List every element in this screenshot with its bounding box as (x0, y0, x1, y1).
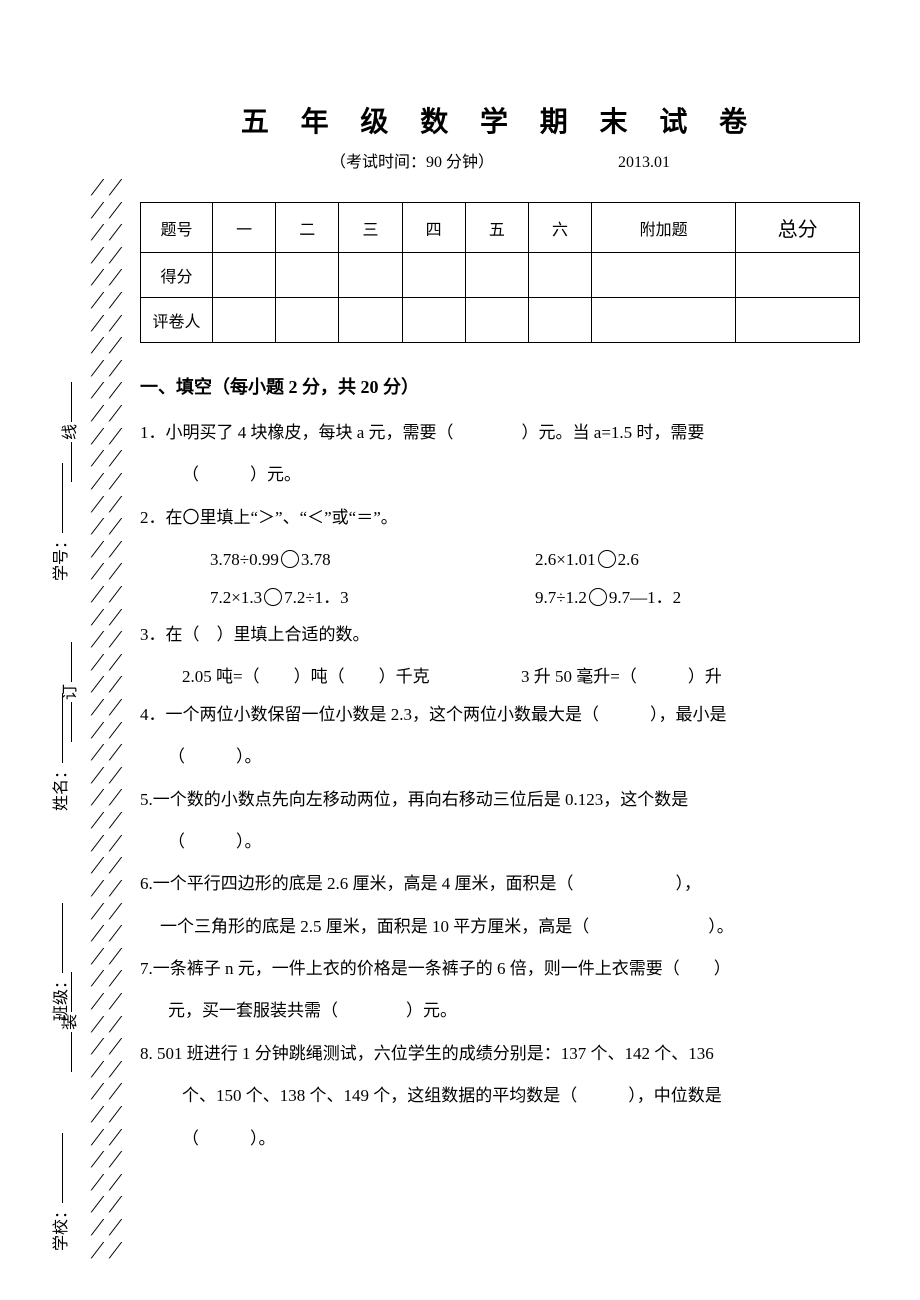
score-row: 得分 (141, 253, 860, 298)
q2c-left: 7.2×1.3 (210, 588, 262, 607)
grader-label: 评卷人 (141, 298, 213, 343)
q2b-left: 2.6×1.01 (535, 550, 596, 569)
score-cell (736, 253, 860, 298)
question-6b: 一个三角形的底是 2.5 厘米，面积是 10 平方厘米，高是（ ）。 (140, 908, 860, 945)
q1-text: 1．小明买了 4 块橡皮，每块 a 元，需要（ ）元。当 a=1.5 时，需要 (140, 423, 704, 442)
score-cell (213, 253, 276, 298)
question-7: 7.一条裤子 n 元，一件上衣的价格是一条裤子的 6 倍，则一件上衣需要（ ） (140, 950, 860, 987)
score-cell (402, 253, 465, 298)
circle-icon (281, 550, 299, 568)
q2d-right: 9.7—1．2 (609, 588, 681, 607)
grader-cell (592, 298, 736, 343)
header-label: 题号 (141, 203, 213, 253)
q2a-right: 3.78 (301, 550, 331, 569)
q2c: 7.2×1.3 7.2÷1．3 (210, 579, 535, 616)
question-8: 8. 501 班进行 1 分钟跳绳测试，六位学生的成绩分别是：137 个、142… (140, 1035, 860, 1072)
header-6: 六 (528, 203, 591, 253)
question-3-row: 2.05 吨=（ ）吨（ ）千克 3 升 50 毫升=（ ）升 (140, 658, 860, 695)
school-text: 学校： (53, 1203, 70, 1251)
header-4: 四 (402, 203, 465, 253)
header-3: 三 (339, 203, 402, 253)
grader-cell (465, 298, 528, 343)
question-3: 3．在（ ）里填上合适的数。 (140, 616, 860, 653)
grader-cell (339, 298, 402, 343)
score-label: 得分 (141, 253, 213, 298)
score-cell (592, 253, 736, 298)
question-2: 2．在〇里填上“＞”、“＜”或“＝”。 (140, 499, 860, 536)
q2d-left: 9.7÷1.2 (535, 588, 587, 607)
q2b: 2.6×1.01 2.6 (535, 541, 860, 578)
q2c-right: 7.2÷1．3 (284, 588, 349, 607)
score-cell (276, 253, 339, 298)
score-cell (339, 253, 402, 298)
question-2-row2: 7.2×1.3 7.2÷1．3 9.7÷1.2 9.7—1．2 (140, 579, 860, 616)
grader-cell (213, 298, 276, 343)
question-2-row1: 3.78÷0.99 3.78 2.6×1.01 2.6 (140, 541, 860, 578)
q2b-right: 2.6 (618, 550, 639, 569)
question-7b: 元，买一套服装共需（ ）元。 (140, 992, 860, 1029)
table-header-row: 题号 一 二 三 四 五 六 附加题 总分 (141, 203, 860, 253)
circle-icon (598, 550, 616, 568)
question-6: 6.一个平行四边形的底是 2.6 厘米，高是 4 厘米，面积是（ ）， (140, 865, 860, 902)
grader-cell (276, 298, 339, 343)
header-1: 一 (213, 203, 276, 253)
question-4b: （ ）。 (140, 738, 860, 775)
q2a-left: 3.78÷0.99 (210, 550, 279, 569)
exam-subtitle: （考试时间：90 分钟） 2013.01 (140, 148, 860, 172)
page-content: 五 年 级 数 学 期 末 试 卷 （考试时间：90 分钟） 2013.01 题… (0, 0, 920, 1202)
question-8c: （ ）。 (140, 1120, 860, 1157)
q2d: 9.7÷1.2 9.7—1．2 (535, 579, 860, 616)
question-1: 1．小明买了 4 块橡皮，每块 a 元，需要（ ）元。当 a=1.5 时，需要 (140, 414, 860, 451)
q2a: 3.78÷0.99 3.78 (210, 541, 535, 578)
score-cell (528, 253, 591, 298)
score-table: 题号 一 二 三 四 五 六 附加题 总分 得分 评卷人 (140, 202, 860, 343)
circle-icon (589, 588, 607, 606)
grader-cell (402, 298, 465, 343)
header-extra: 附加题 (592, 203, 736, 253)
circle-icon (264, 588, 282, 606)
q3b: 3 升 50 毫升=（ ）升 (521, 658, 860, 695)
header-2: 二 (276, 203, 339, 253)
grader-cell (736, 298, 860, 343)
exam-title: 五 年 级 数 学 期 末 试 卷 (140, 100, 860, 140)
header-total: 总分 (736, 203, 860, 253)
grader-cell (528, 298, 591, 343)
header-5: 五 (465, 203, 528, 253)
q3a: 2.05 吨=（ ）吨（ ）千克 (182, 658, 521, 695)
exam-time: （考试时间：90 分钟） (330, 148, 494, 172)
section-1-title: 一、填空（每小题 2 分，共 20 分） (140, 373, 860, 399)
question-8b: 个、150 个、138 个、149 个，这组数据的平均数是（ ），中位数是 (140, 1077, 860, 1114)
score-cell (465, 253, 528, 298)
question-5b: （ ）。 (140, 823, 860, 860)
question-1b: （ ）元。 (140, 456, 860, 493)
question-5: 5.一个数的小数点先向左移动两位，再向右移动三位后是 0.123，这个数是 (140, 781, 860, 818)
exam-date: 2013.01 (618, 154, 670, 172)
question-4: 4．一个两位小数保留一位小数是 2.3，这个两位小数最大是（ ），最小是 (140, 696, 860, 733)
grader-row: 评卷人 (141, 298, 860, 343)
